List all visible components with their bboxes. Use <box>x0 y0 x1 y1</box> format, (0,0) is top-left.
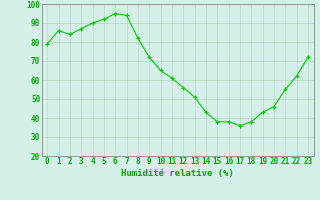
X-axis label: Humidité relative (%): Humidité relative (%) <box>121 169 234 178</box>
